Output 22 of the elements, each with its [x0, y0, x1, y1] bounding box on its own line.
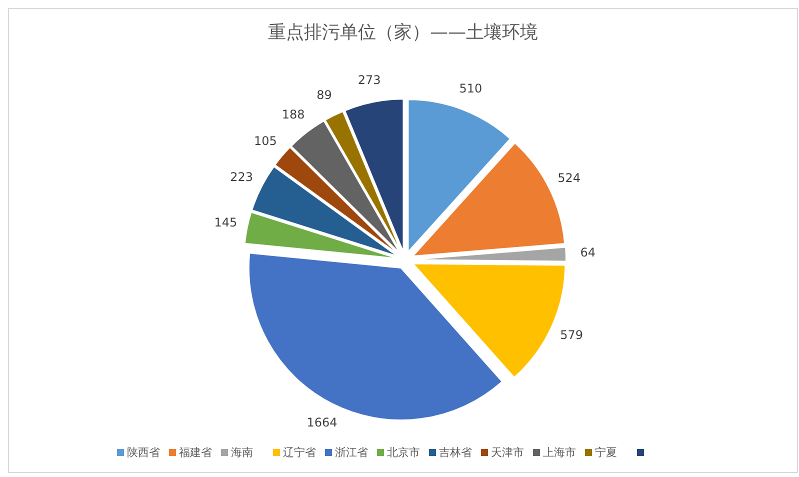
legend-label: 宁夏: [595, 446, 617, 460]
legend-label: 上海市: [543, 446, 576, 460]
data-label: 145: [214, 216, 238, 230]
data-label: 188: [282, 107, 305, 122]
data-label: 273: [358, 72, 381, 87]
data-label: 105: [254, 134, 277, 148]
data-label: 64: [580, 246, 596, 260]
data-label: 223: [230, 170, 254, 184]
data-label: 510: [459, 81, 482, 96]
legend-label: 吉林省: [439, 446, 472, 460]
data-label: 89: [316, 88, 332, 102]
legend-label: 辽宁省: [283, 446, 316, 460]
data-label: 1664: [306, 415, 338, 430]
chart-title: 重点排污单位（家）——土壤环境: [268, 22, 538, 43]
legend-label: 陕西省: [127, 446, 160, 460]
legend-label: 福建省: [179, 446, 212, 460]
legend-label: 北京市: [387, 446, 420, 460]
legend-label: 海南: [231, 446, 253, 460]
legend-label: 天津市: [491, 446, 524, 460]
data-label: 579: [560, 328, 584, 342]
legend-label: 浙江省: [335, 446, 368, 460]
data-label: 524: [558, 171, 580, 186]
